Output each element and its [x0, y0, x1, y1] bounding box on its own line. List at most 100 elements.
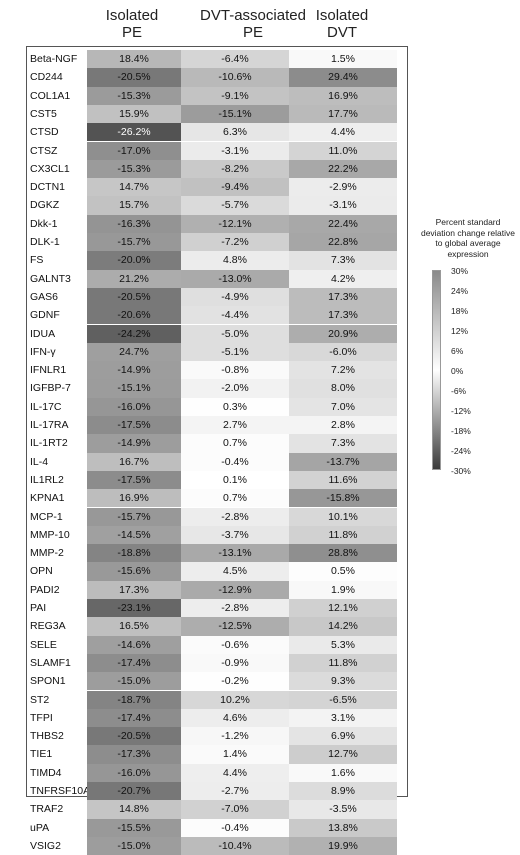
row-label: GALNT3	[30, 272, 71, 285]
heatmap-cell: -15.3%	[87, 159, 181, 179]
heatmap-cell: -12.9%	[181, 580, 289, 599]
heatmap-cell: -15.7%	[87, 233, 181, 252]
heatmap-cell: -17.3%	[87, 745, 181, 764]
legend-tick-label: -6%	[451, 386, 467, 396]
row-label: IFNLR1	[30, 364, 67, 377]
row-label: IFN-γ	[30, 345, 56, 358]
heatmap-cell: 17.3%	[289, 287, 397, 307]
heatmap-cell: 0.1%	[181, 470, 289, 490]
row-label: IDUA	[30, 327, 56, 340]
heatmap-cell: 4.5%	[181, 562, 289, 581]
heatmap-cell: -7.0%	[181, 800, 289, 819]
legend-tick-label: 12%	[451, 326, 469, 336]
heatmap-cell: -0.6%	[181, 635, 289, 654]
heatmap-cell: 20.9%	[289, 324, 397, 343]
legend-tick-label: 30%	[451, 266, 469, 276]
heatmap-cell: 14.8%	[87, 800, 181, 819]
heatmap-cell: 9.3%	[289, 672, 397, 691]
heatmap-cell: -14.9%	[87, 361, 181, 380]
heatmap-cell: 10.2%	[181, 690, 289, 709]
row-label: SPON1	[30, 675, 66, 688]
heatmap-cell: 1.5%	[289, 50, 397, 69]
row-label: CTSD	[30, 126, 59, 139]
row-label: IL-17RA	[30, 419, 69, 431]
heatmap-cell: 16.5%	[87, 617, 181, 636]
heatmap-cell: 0.3%	[181, 397, 289, 416]
heatmap-cell: -17.5%	[87, 416, 181, 435]
heatmap-cell: -1.2%	[181, 727, 289, 746]
heatmap-cell: -20.6%	[87, 306, 181, 325]
heatmap-cell: -12.1%	[181, 214, 289, 233]
heatmap-cell: -6.5%	[289, 690, 397, 709]
heatmap-cell: -14.5%	[87, 525, 181, 545]
heatmap-cell: 11.0%	[289, 141, 397, 160]
row-label: TNFRSF10A	[30, 785, 91, 797]
heatmap-cell: 3.1%	[289, 708, 397, 728]
heatmap-cell: -17.5%	[87, 470, 181, 490]
heatmap-cell: -15.1%	[87, 379, 181, 398]
heatmap-cell: -17.0%	[87, 141, 181, 160]
heatmap-cell: 29.4%	[289, 68, 397, 87]
heatmap-cell: -16.0%	[87, 397, 181, 416]
heatmap-cell: 1.4%	[181, 745, 289, 764]
column-header-3: Isolated DVT	[315, 7, 369, 41]
row-label: IL-17C	[30, 400, 62, 413]
heatmap-cell: 2.7%	[181, 416, 289, 435]
heatmap-cell: -3.7%	[181, 525, 289, 545]
legend-tick-label: 18%	[451, 306, 469, 316]
legend-tick-label: -12%	[451, 406, 471, 416]
heatmap-cell: 17.3%	[87, 580, 181, 599]
heatmap-cell: 19.9%	[289, 836, 397, 855]
heatmap-cell: -18.8%	[87, 544, 181, 563]
row-label: SLAMF1	[30, 656, 71, 669]
row-label: IL1RL2	[30, 473, 64, 486]
heatmap-cell: 17.7%	[289, 104, 397, 124]
heatmap-cell: 4.2%	[289, 269, 397, 288]
heatmap-cell: -3.1%	[181, 141, 289, 160]
heatmap-cell: -0.2%	[181, 672, 289, 691]
legend-tick-label: 6%	[451, 346, 464, 356]
heatmap-cell: -15.3%	[87, 86, 181, 105]
heatmap-cell: -2.7%	[181, 782, 289, 801]
heatmap-cell: -3.5%	[289, 800, 397, 819]
heatmap-cell: -20.0%	[87, 251, 181, 270]
row-label: uPA	[30, 821, 50, 834]
heatmap-cell: -2.8%	[181, 507, 289, 526]
row-label: DCTN1	[30, 181, 66, 194]
heatmap-cell: 4.8%	[181, 251, 289, 270]
heatmap-cell: 11.6%	[289, 470, 397, 490]
heatmap-cell: 7.3%	[289, 251, 397, 270]
heatmap-cell: -18.7%	[87, 690, 181, 709]
heatmap-cell: 22.2%	[289, 159, 397, 179]
row-label: REG3A	[30, 620, 66, 633]
row-label: PADI2	[30, 583, 60, 596]
heatmap-cell: 0.7%	[181, 489, 289, 508]
heatmap-cell: -5.0%	[181, 324, 289, 343]
heatmap-cell: 6.9%	[289, 727, 397, 746]
row-label: Beta-NGF	[30, 53, 78, 65]
heatmap-cell: 16.9%	[87, 489, 181, 508]
heatmap-cell: -8.2%	[181, 159, 289, 179]
row-label: SELE	[30, 638, 57, 651]
heatmap-cell: -3.1%	[289, 196, 397, 215]
heatmap-cell: 22.4%	[289, 214, 397, 233]
heatmap-cell: 28.8%	[289, 544, 397, 563]
heatmap-cell: -2.0%	[181, 379, 289, 398]
heatmap-cell: 17.3%	[289, 306, 397, 325]
heatmap-cell: -15.8%	[289, 489, 397, 508]
heatmap-cell: -20.5%	[87, 287, 181, 307]
heatmap-cell: 11.8%	[289, 525, 397, 545]
heatmap-cell: -13.7%	[289, 452, 397, 471]
heatmap-cell: 5.3%	[289, 635, 397, 654]
heatmap-cell: -0.8%	[181, 361, 289, 380]
heatmap-cell: 4.6%	[181, 708, 289, 728]
legend-tick-label: 0%	[451, 366, 464, 376]
heatmap-cell: -20.5%	[87, 68, 181, 87]
heatmap-cell: -13.1%	[181, 544, 289, 563]
heatmap-cell: 4.4%	[289, 123, 397, 142]
heatmap-cell: 4.4%	[181, 763, 289, 782]
heatmap-cell: 18.4%	[87, 50, 181, 69]
legend-tick-label: 24%	[451, 286, 469, 296]
heatmap-cell: 13.8%	[289, 818, 397, 837]
heatmap-cell: -14.6%	[87, 635, 181, 654]
